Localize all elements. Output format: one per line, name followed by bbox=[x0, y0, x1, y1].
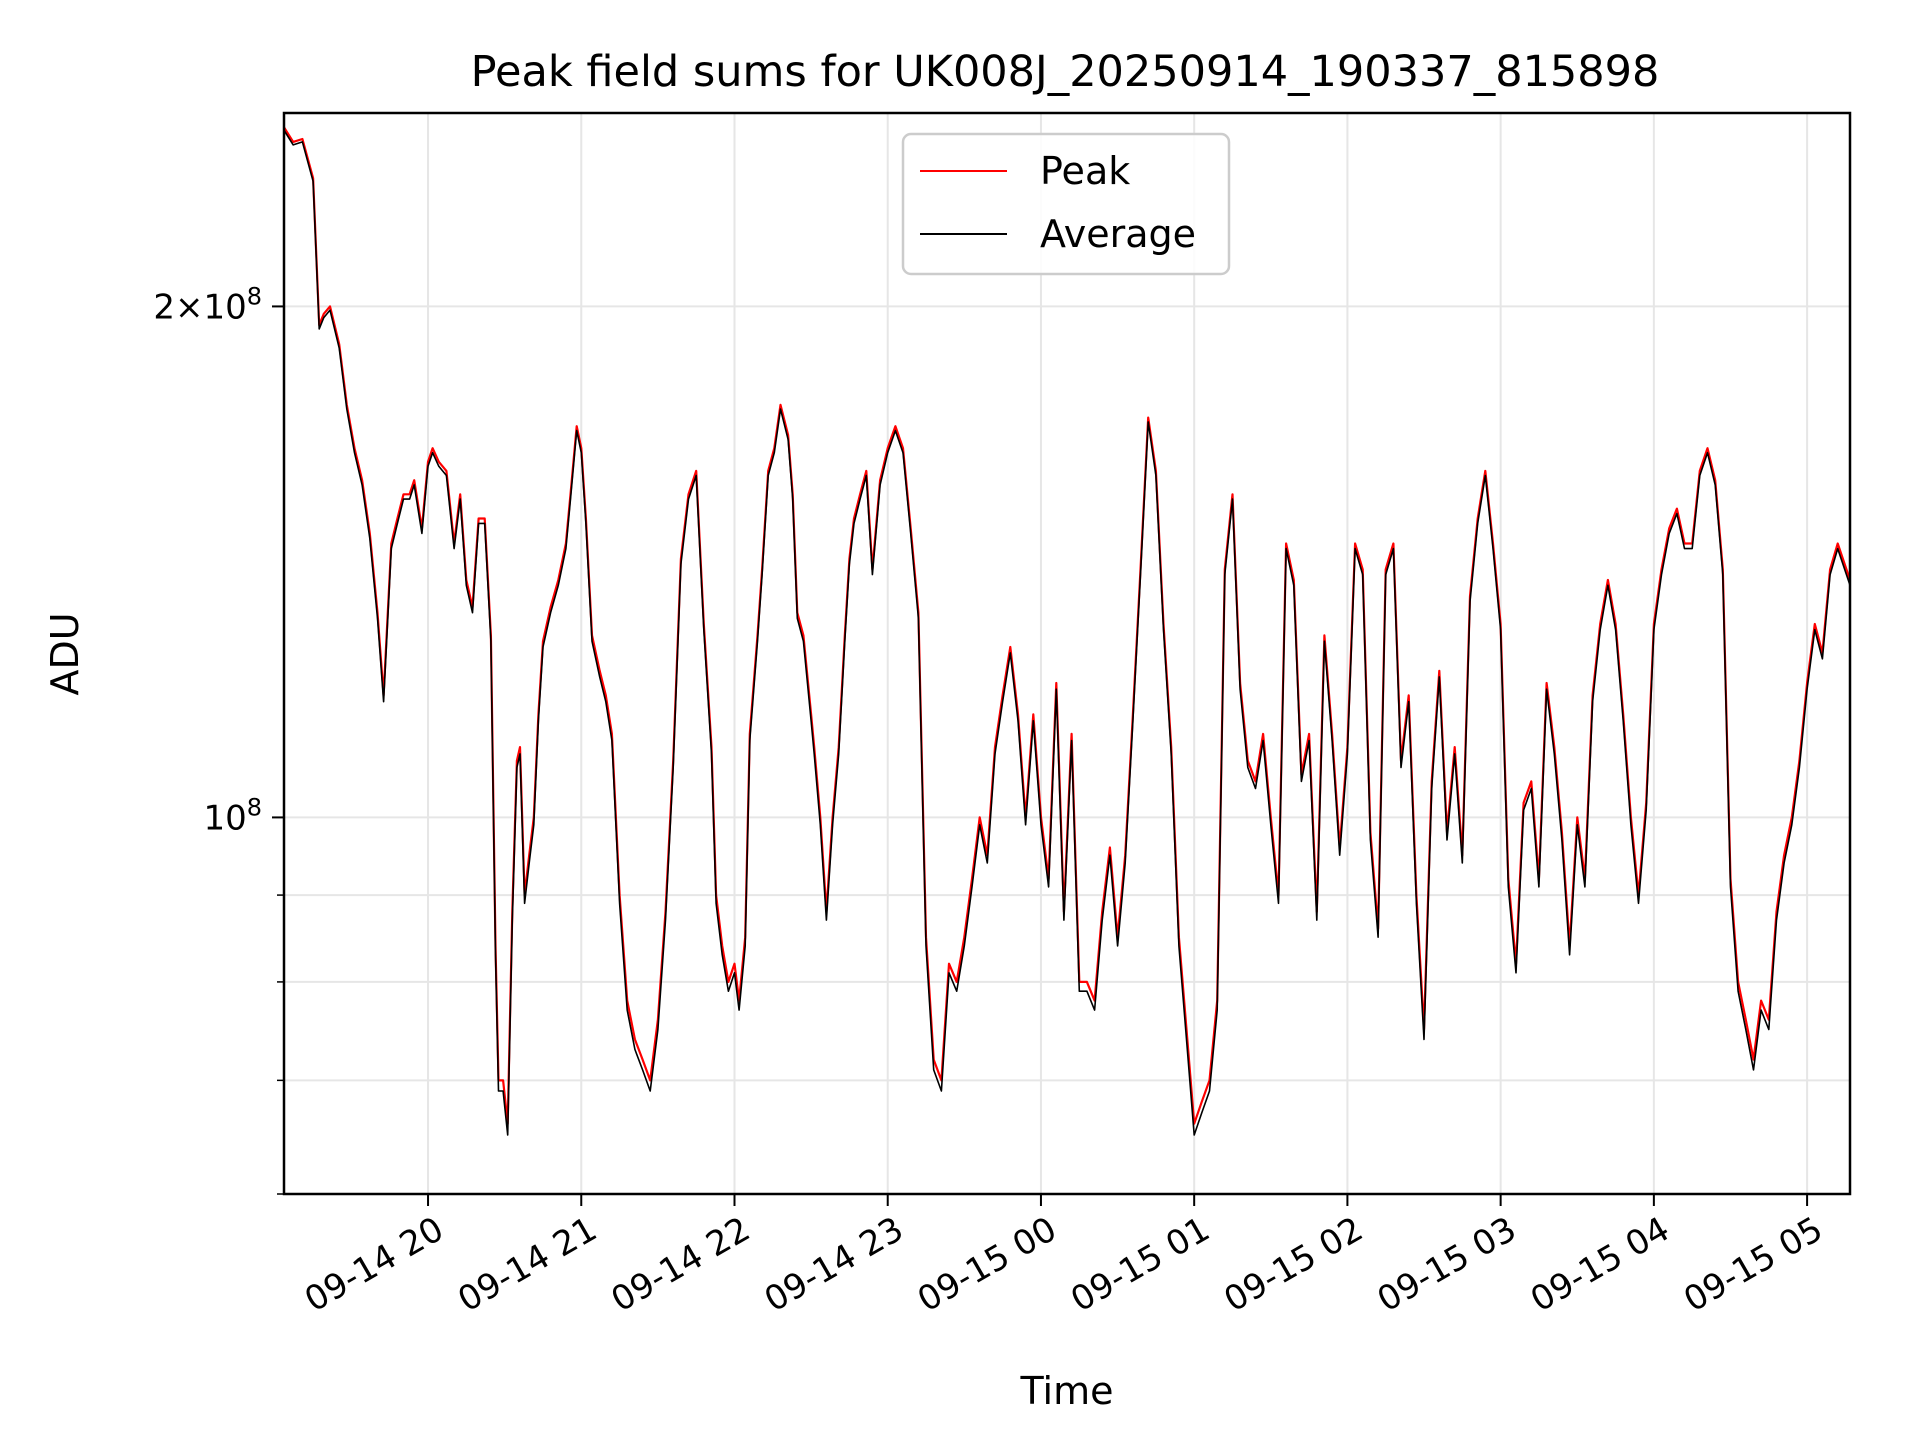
x-tick-label: 09-15 05 bbox=[1677, 1209, 1829, 1320]
chart-title: Peak field sums for UK008J_20250914_1903… bbox=[471, 47, 1660, 97]
legend-label-peak: Peak bbox=[1040, 149, 1130, 193]
legend-label-average: Average bbox=[1040, 212, 1196, 256]
x-axis-label: Time bbox=[1020, 1369, 1114, 1413]
x-tick-label: 09-15 01 bbox=[1064, 1209, 1216, 1320]
x-tick-label: 09-15 03 bbox=[1371, 1209, 1523, 1320]
series-group bbox=[284, 126, 1850, 1136]
legend-box bbox=[901, 132, 1231, 276]
x-tick-label: 09-14 22 bbox=[605, 1209, 757, 1320]
x-axis: 09-14 20 09-14 21 09-14 22 09-14 23 09-15 00… bbox=[298, 1194, 1830, 1320]
series-line-average bbox=[284, 129, 1850, 1136]
x-tick-label: 09-15 04 bbox=[1524, 1209, 1676, 1320]
x-tick-label: 09-15 02 bbox=[1218, 1209, 1370, 1320]
legend: Peak Average bbox=[901, 132, 1231, 276]
x-tick-label: 09-14 21 bbox=[451, 1209, 603, 1320]
plot-frame bbox=[282, 111, 1852, 1196]
y-tick-label: 2×108 bbox=[153, 282, 262, 327]
y-axis-label: ADU bbox=[43, 612, 87, 695]
x-tick-label: 09-14 23 bbox=[758, 1209, 910, 1320]
x-tick-label: 09-14 20 bbox=[298, 1209, 450, 1320]
x-tick-label: 09-15 00 bbox=[911, 1209, 1063, 1320]
y-tick-label: 108 bbox=[203, 793, 262, 838]
y-axis: 108 2×108 bbox=[153, 282, 284, 1195]
